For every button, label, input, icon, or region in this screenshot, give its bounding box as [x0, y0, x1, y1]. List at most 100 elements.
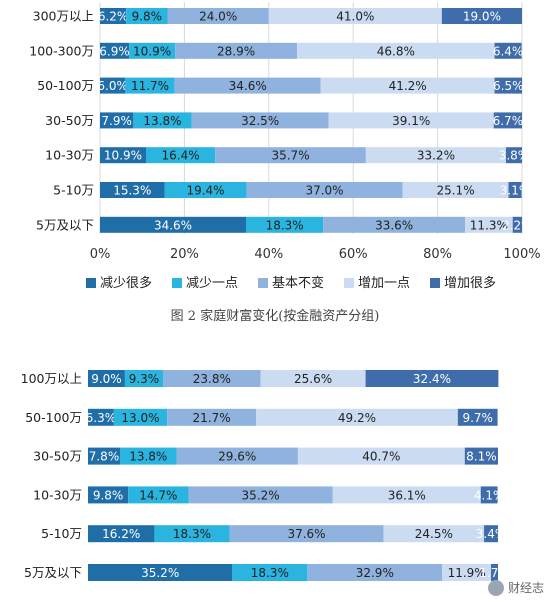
- bar-segment: [100, 182, 165, 198]
- watermark-text: 财经志: [507, 581, 544, 595]
- bar-segment: [442, 564, 492, 581]
- bar-segment: [124, 370, 164, 387]
- data-label: 10.9%: [104, 149, 142, 163]
- bar-segment: [494, 42, 522, 59]
- bar-segment: [494, 77, 522, 94]
- data-label: 46.8%: [377, 44, 415, 58]
- legend-swatch: [430, 278, 440, 288]
- data-label: 9.3%: [129, 372, 160, 386]
- data-label: 29.6%: [218, 450, 256, 464]
- data-label: 13.0%: [121, 411, 159, 425]
- data-label: 28.9%: [217, 44, 255, 58]
- bar-segment: [167, 408, 257, 426]
- data-label: 24.5%: [415, 527, 453, 541]
- data-label: 9.8%: [132, 10, 163, 24]
- category-label: 5万及以下: [36, 217, 94, 232]
- bar-segment: [457, 408, 498, 426]
- category-label: 5-10万: [41, 526, 82, 541]
- bar-segment: [323, 216, 466, 233]
- category-label: 30-50万: [45, 113, 94, 128]
- watermark-logo-icon: [487, 579, 504, 596]
- legend-label: 减少一点: [186, 276, 238, 291]
- data-label: 6.2%: [98, 10, 129, 24]
- category-label: 50-100万: [37, 78, 94, 93]
- data-label: 41.0%: [336, 10, 374, 24]
- bar-segment: [119, 447, 177, 465]
- bar-segment: [320, 77, 495, 94]
- bar-segment: [215, 147, 366, 164]
- bar-segment: [88, 564, 233, 581]
- data-label: 11.7%: [131, 79, 169, 93]
- data-label: 6.7%: [493, 114, 524, 128]
- data-label: 13.8%: [129, 450, 167, 464]
- x-tick-label: 20%: [170, 247, 199, 262]
- bar-segment: [100, 77, 126, 94]
- bar-segment: [174, 77, 321, 94]
- bar-segment: [88, 447, 120, 465]
- bar-segment: [464, 447, 498, 465]
- bar-segment: [297, 42, 495, 59]
- category-label: 50-100万: [25, 410, 82, 425]
- bar-segment: [100, 8, 127, 24]
- bar-segment: [232, 564, 308, 581]
- data-label: 32.4%: [413, 372, 451, 386]
- data-label: 8.1%: [466, 450, 497, 464]
- bar-segment: [100, 147, 146, 164]
- data-label: 2.2%: [502, 218, 533, 232]
- data-label: 1.7%: [479, 566, 510, 580]
- bar-segment: [480, 486, 498, 504]
- chart-top: 0% 20% 40% 60% 80% 100% 300万以上 6.2% 9.8% 24.0% 41.…: [29, 2, 541, 291]
- x-tick-label: 40%: [254, 247, 283, 262]
- data-label: 6.4%: [493, 44, 524, 58]
- data-label: 11.9%: [448, 566, 486, 580]
- bar-segment: [365, 147, 506, 164]
- data-label: 14.7%: [139, 488, 177, 502]
- data-label: 39.1%: [392, 114, 430, 128]
- bar-segment: [188, 486, 333, 504]
- data-label: 4.1%: [474, 488, 505, 502]
- data-label: 33.2%: [417, 149, 455, 163]
- bar-segment: [307, 564, 443, 581]
- data-label: 6.0%: [97, 79, 128, 93]
- bar-segment: [256, 408, 458, 426]
- data-label: 16.2%: [102, 527, 140, 541]
- data-label: 15.3%: [113, 184, 151, 198]
- data-label: 40.7%: [362, 450, 400, 464]
- data-label: 6.3%: [86, 411, 117, 425]
- data-label: 9.0%: [91, 372, 122, 386]
- data-label: 6.9%: [99, 44, 130, 58]
- chart-bottom: 100万以上 9.0% 9.3% 23.8% 25.6% 32.4% 50-100万 6.3%…: [21, 370, 510, 581]
- data-label: 7.8%: [89, 450, 120, 464]
- data-label: 32.9%: [356, 566, 394, 580]
- bar-segment: [100, 216, 247, 233]
- bar-segment: [484, 525, 498, 543]
- legend-label: 减少很多: [100, 275, 152, 291]
- data-label: 9.7%: [462, 411, 493, 425]
- bar-segment: [493, 112, 522, 129]
- data-label: 18.3%: [251, 566, 289, 580]
- category-label: 5-10万: [53, 183, 94, 198]
- data-label: 49.2%: [338, 411, 376, 425]
- data-label: 41.2%: [389, 79, 427, 93]
- bar-segment: [491, 564, 498, 581]
- bar-segment: [133, 112, 192, 129]
- category-label: 300万以上: [33, 9, 94, 24]
- legend-swatch: [258, 278, 268, 288]
- legend-swatch: [344, 278, 354, 288]
- data-label: 25.1%: [436, 184, 474, 198]
- legend-label: 基本不变: [272, 275, 324, 291]
- bar-segment: [164, 182, 247, 198]
- bar-segment: [128, 486, 189, 504]
- data-label: 36.1%: [388, 488, 426, 502]
- data-label: 35.2%: [242, 488, 280, 502]
- bar-segment: [88, 486, 129, 504]
- bar-segment: [154, 525, 230, 543]
- category-label: 5万及以下: [24, 565, 82, 580]
- data-label: 16.4%: [162, 149, 200, 163]
- x-tick-label: 80%: [423, 247, 452, 262]
- bar-segment: [268, 8, 442, 24]
- data-label: 32.5%: [241, 114, 279, 128]
- data-label: 6.5%: [493, 79, 524, 93]
- bar-segment: [229, 525, 384, 543]
- data-label: 3.8%: [499, 149, 530, 163]
